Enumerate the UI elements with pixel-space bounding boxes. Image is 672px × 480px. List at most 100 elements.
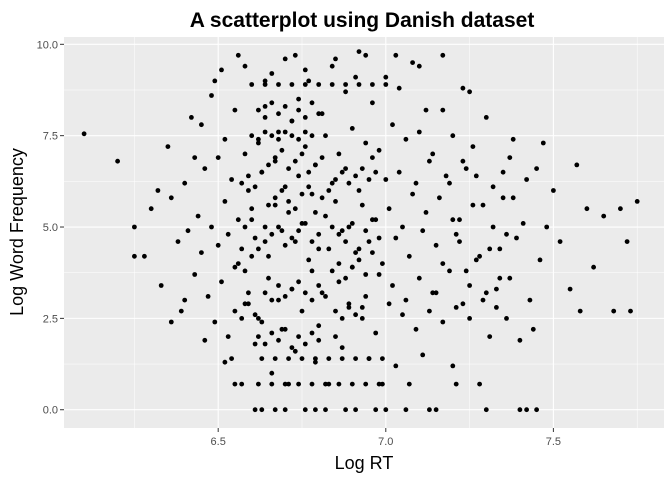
scatter-point: [289, 82, 295, 87]
scatter-point: [376, 381, 382, 387]
scatter-point: [504, 231, 509, 237]
scatter-point: [262, 104, 268, 109]
scatter-point: [269, 370, 275, 376]
scatter-point: [252, 312, 258, 318]
scatter-point: [433, 242, 439, 248]
scatter-point: [259, 169, 265, 175]
scatter-point: [366, 239, 372, 245]
scatter-point: [349, 125, 355, 131]
scatter-point: [296, 96, 301, 102]
scatter-point: [282, 184, 288, 190]
scatter-point: [611, 308, 617, 314]
scatter-point: [302, 67, 308, 73]
scatter-point: [239, 246, 245, 252]
scatter-point: [249, 82, 255, 87]
scatter-point: [500, 195, 506, 201]
scatter-point: [353, 173, 358, 179]
scatter-point: [282, 104, 288, 109]
scatter-point: [494, 305, 499, 310]
scatter-point: [232, 381, 238, 387]
scatter-point: [376, 147, 382, 153]
scatter-point: [235, 52, 241, 58]
scatter-point: [296, 228, 301, 234]
scatter-point: [242, 224, 248, 230]
scatter-point: [359, 305, 365, 310]
scatter-point: [302, 144, 308, 150]
scatter-point: [413, 180, 419, 186]
scatter-point: [520, 221, 526, 226]
scatter-point: [316, 337, 322, 343]
scatter-point: [346, 301, 352, 307]
scatter-point: [393, 363, 399, 369]
scatter-point: [624, 239, 630, 245]
scatter-point: [403, 407, 409, 413]
scatter-point: [537, 257, 543, 263]
scatter-point: [313, 162, 318, 168]
scatter-point: [132, 253, 137, 259]
scatter-point: [473, 257, 479, 263]
plot-panel: [64, 37, 664, 428]
scatter-point: [333, 334, 338, 339]
scatter-point: [212, 319, 218, 325]
scatter-point: [302, 129, 308, 135]
scatter-point: [299, 308, 305, 314]
scatter-point: [182, 297, 188, 303]
scatter-point: [437, 195, 442, 201]
scatter-point: [306, 184, 312, 190]
scatter-point: [316, 246, 322, 252]
scatter-point: [192, 155, 198, 161]
scatter-point: [380, 381, 385, 387]
scatter-point: [252, 407, 258, 413]
scatter-point: [393, 235, 399, 241]
scatter-point: [199, 122, 204, 128]
scatter-point: [410, 60, 415, 65]
scatter-point: [296, 173, 301, 179]
scatter-point: [115, 158, 120, 164]
scatter-point: [376, 235, 382, 241]
scatter-point: [460, 85, 466, 91]
scatter-point: [447, 268, 452, 274]
scatter-point: [440, 107, 446, 113]
scatter-point: [262, 78, 268, 84]
y-tick-label: 0.0: [43, 405, 58, 417]
scatter-point: [329, 224, 335, 230]
scatter-point: [490, 184, 496, 190]
scatter-point: [634, 199, 640, 204]
scatter-point: [276, 224, 281, 230]
scatter-point: [343, 82, 348, 87]
scatter-point: [403, 136, 409, 142]
scatter-point: [262, 82, 268, 87]
scatter-point: [286, 166, 291, 172]
x-axis-title: Log RT: [335, 453, 394, 473]
scatter-point: [81, 131, 87, 137]
scatter-point: [467, 283, 472, 288]
scatter-point: [326, 188, 332, 193]
scatter-point: [356, 188, 362, 193]
scatter-point: [269, 297, 275, 303]
scatter-point: [269, 133, 275, 139]
scatter-point: [366, 177, 372, 182]
scatter-point: [249, 133, 255, 139]
y-axis-title: Log Word Frequency: [7, 148, 27, 316]
scatter-point: [433, 407, 439, 413]
scatter-point: [567, 286, 573, 292]
scatter-point: [158, 283, 164, 288]
scatter-point: [282, 56, 288, 62]
scatter-point: [370, 100, 375, 106]
scatter-point: [313, 210, 318, 215]
scatter-point: [309, 268, 315, 274]
scatter-point: [353, 74, 358, 80]
scatter-point: [313, 356, 318, 361]
scatter-point: [333, 177, 338, 182]
scatter-point: [256, 334, 261, 339]
scatter-point: [420, 228, 426, 234]
scatter-point: [497, 246, 503, 252]
scatter-point: [410, 191, 415, 197]
scatter-point: [370, 155, 375, 161]
scatter-point: [323, 294, 328, 299]
scatter-point: [343, 239, 348, 245]
scatter-point: [483, 290, 489, 296]
scatter-point: [309, 100, 315, 106]
scatter-point: [313, 407, 318, 413]
scatter-point: [353, 356, 358, 361]
